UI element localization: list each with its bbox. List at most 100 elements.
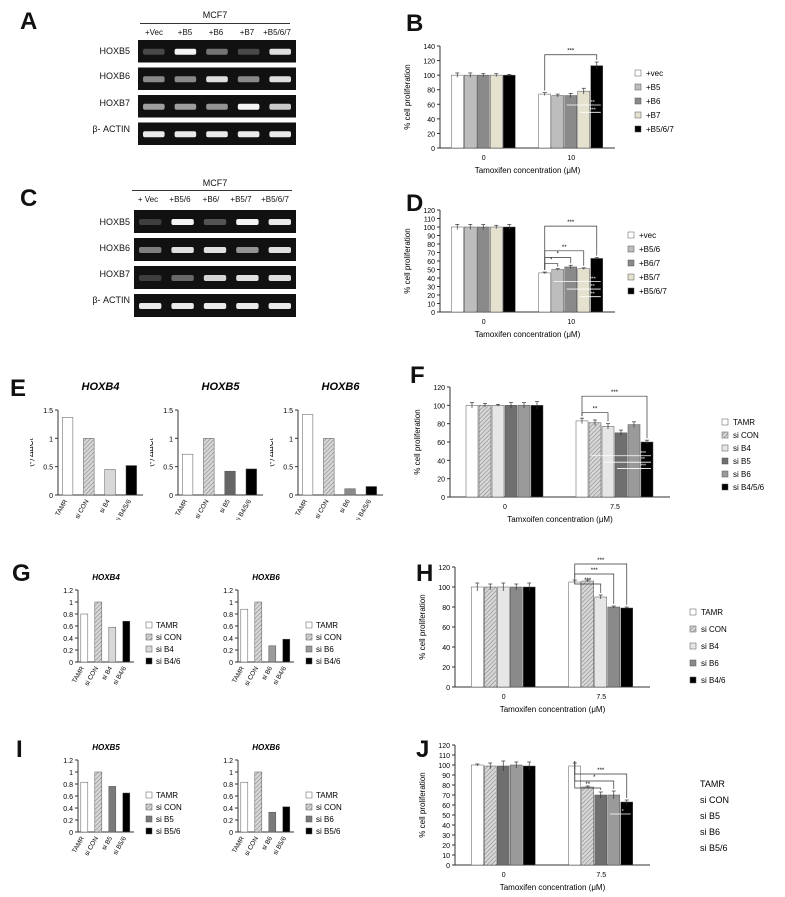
- bar: [224, 470, 236, 496]
- y-tick-label: 1: [69, 770, 73, 777]
- lane-header: +B6/: [202, 195, 220, 204]
- chart-title: HOXB5: [92, 743, 120, 752]
- bar: [122, 620, 131, 663]
- y-tick-label: 1: [229, 770, 233, 777]
- legend-label: si B6: [701, 659, 719, 668]
- y-tick-label: 1: [49, 436, 53, 443]
- lane-header: +B5/7: [230, 195, 252, 204]
- y-tick-label: 100: [438, 585, 450, 592]
- legend-swatch: [145, 633, 153, 641]
- x-tick-label: si B4: [101, 665, 114, 681]
- panel-letter-i: I: [16, 736, 23, 763]
- y-tick-label: 30: [442, 833, 450, 840]
- bar: [594, 596, 607, 688]
- y-tick-label: 140: [423, 44, 435, 51]
- significance-label: ***: [597, 768, 605, 774]
- gel-row-label: HOXB5: [99, 217, 130, 227]
- gel-band: [206, 76, 228, 83]
- legend-label: +vec: [646, 69, 663, 78]
- gel-band: [237, 131, 260, 138]
- legend-label: si B5: [700, 811, 720, 821]
- y-tick-label: 60: [427, 102, 435, 109]
- legend-swatch: [634, 97, 642, 105]
- bar: [80, 613, 89, 663]
- bar-chart-h: 0 20 40 60 80 100 120 0 7.5 *** *** *** % cell proli…: [418, 558, 727, 714]
- y-tick-label: 0.6: [223, 624, 233, 631]
- y-tick-label: 0.8: [63, 782, 73, 789]
- legend-swatch: [689, 659, 697, 667]
- bar: [491, 405, 505, 498]
- y-axis-label: % cell proliferation: [413, 409, 422, 474]
- y-tick-label: 0.6: [63, 794, 73, 801]
- y-tick-label: 20: [442, 843, 450, 850]
- legend-swatch: [305, 791, 313, 799]
- y-tick-label: 0.2: [63, 648, 73, 655]
- y-tick-label: 0: [431, 310, 435, 317]
- legend-swatch: [305, 645, 313, 653]
- gel-band: [143, 76, 165, 83]
- x-tick-label: 0: [503, 504, 507, 511]
- significance-label: *: [622, 809, 624, 815]
- bar: [523, 765, 536, 866]
- lane-header: + Vec: [137, 195, 159, 204]
- y-axis-label: (-) ΔΔCt: [270, 437, 275, 466]
- gel-band: [171, 219, 194, 225]
- gel-row-label: β- ACTIN: [92, 124, 130, 134]
- bar: [607, 794, 620, 866]
- panel-letter-c: C: [20, 185, 38, 212]
- x-tick-label: 0: [502, 694, 506, 701]
- bar: [530, 405, 544, 498]
- x-tick-label: 7.5: [610, 504, 620, 511]
- bar: [564, 266, 577, 313]
- legend-swatch: [305, 621, 313, 629]
- y-tick-label: 120: [438, 565, 450, 572]
- y-tick-label: 0.4: [223, 806, 233, 813]
- bar: [577, 90, 590, 149]
- gel-cell-line-title: MCF7: [202, 178, 228, 188]
- y-tick-label: 60: [427, 259, 435, 266]
- gel-row-label: HOXB7: [99, 98, 130, 108]
- bar: [282, 806, 291, 833]
- y-tick-label: 40: [427, 276, 435, 283]
- y-tick-label: 0.2: [63, 818, 73, 825]
- bar: [510, 586, 523, 688]
- bar-chart-e-hoxb5: HOXB5 0 0.5 1 1.5 TAMR si CON si B5 si B4/5/6 (-)…: [150, 381, 263, 520]
- bar: [478, 405, 492, 498]
- bar: [471, 586, 484, 688]
- legend-label: TAMR: [156, 621, 178, 630]
- gel-band: [139, 275, 162, 281]
- bar: [538, 93, 551, 149]
- legend-label: si B5/6: [316, 827, 341, 836]
- y-tick-label: 20: [427, 293, 435, 300]
- legend-label: si CON: [316, 803, 342, 812]
- gel-band: [269, 48, 291, 55]
- y-tick-label: 1.5: [283, 408, 293, 415]
- lane-header: +B7: [239, 28, 255, 37]
- y-tick-label: 20: [437, 477, 445, 484]
- legend-label: TAMR: [701, 608, 723, 617]
- legend-swatch: [627, 259, 635, 267]
- legend-label: TAMR: [733, 418, 755, 427]
- bar: [108, 786, 117, 833]
- bar-chart-e-hoxb6: HOXB6 0 0.5 1 1.5 TAMR si CON si B6 si B4/5/6 (-)…: [270, 381, 383, 520]
- chart-title: HOXB6: [252, 573, 280, 582]
- y-tick-label: 100: [423, 225, 435, 232]
- panel-letter-h: H: [416, 560, 434, 587]
- gel-band: [206, 131, 228, 138]
- bar: [465, 405, 479, 498]
- significance-label: *: [593, 775, 596, 781]
- y-tick-label: 1.2: [63, 758, 73, 765]
- bar: [451, 226, 464, 313]
- bar: [497, 765, 510, 866]
- y-tick-label: 80: [427, 242, 435, 249]
- x-tick-label: si B5/6: [272, 835, 288, 856]
- legend-swatch: [721, 457, 729, 465]
- significance-label: **: [591, 292, 595, 298]
- y-tick-label: 0.5: [283, 465, 293, 472]
- x-tick-label: si B6: [339, 498, 352, 514]
- gel-band: [206, 103, 228, 110]
- x-tick-label: 7.5: [596, 872, 606, 879]
- gel-band: [268, 275, 291, 281]
